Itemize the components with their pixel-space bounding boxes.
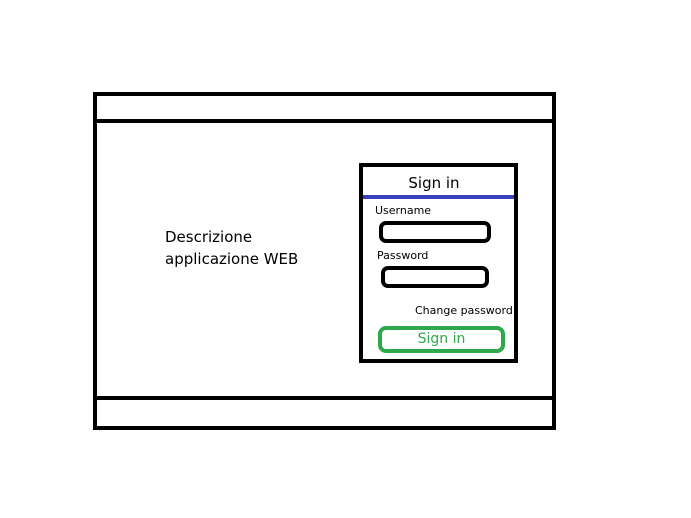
username-field[interactable]	[379, 221, 491, 243]
app-window: Descrizione applicazione WEB	[93, 92, 556, 430]
password-label: Password	[377, 249, 429, 262]
description-line-2: applicazione WEB	[165, 250, 299, 268]
login-panel: Sign in Username Password Change passwor…	[359, 163, 518, 363]
description-line-1: Descrizione	[165, 228, 253, 246]
app-description: Descrizione applicazione WEB	[165, 226, 325, 270]
username-label: Username	[375, 204, 432, 217]
change-password-link[interactable]: Change password	[415, 304, 513, 317]
footer-bar	[97, 396, 552, 426]
title-divider	[363, 195, 514, 199]
sign-in-button[interactable]: Sign in	[378, 326, 505, 353]
header-bar	[97, 96, 552, 123]
login-title: Sign in	[408, 174, 460, 192]
password-field[interactable]	[381, 266, 489, 288]
